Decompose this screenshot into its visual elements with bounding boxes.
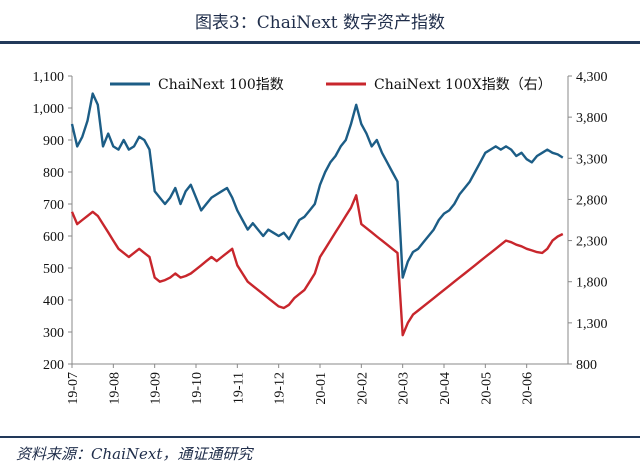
x-tick-label: 20-02 [355,372,370,405]
axes [71,76,569,365]
right-tick-label: 1,300 [576,317,608,332]
x-tick-label: 20-06 [521,372,536,405]
left-tick-label: 400 [43,294,64,309]
left-tick-label: 1,000 [33,102,65,117]
series-line-100x [70,194,564,337]
x-tick-label: 19-12 [273,372,288,405]
x-tick-label: 19-09 [149,372,164,405]
left-axis-ticks: 200 300 400 500 600 700 800 900 1,000 1,100 [33,70,72,373]
right-axis-ticks: 800 1,300 1,800 2,300 2,800 3,300 3,800 4,300 [568,70,608,373]
right-tick-label: 800 [576,358,597,373]
legend-item-100x-label: ChaiNext 100X指数（右） [374,77,552,93]
source-note: 资料来源：ChaiNext，通证通研究 [16,445,253,463]
legend: ChaiNext 100指数 ChaiNext 100X指数（右） [110,77,552,93]
x-tick-label: 19-11 [231,372,246,404]
left-tick-label: 900 [43,134,64,149]
right-tick-label: 1,800 [576,276,608,291]
x-tick-label: 19-08 [107,372,122,405]
left-tick-label: 500 [43,262,64,277]
x-tick-label: 20-01 [314,372,329,405]
series-line-100 [70,92,564,279]
right-tick-label: 2,300 [576,235,608,250]
x-tick-label: 19-10 [190,372,205,405]
page-title: 图表3：ChaiNext 数字资产指数 [194,13,446,33]
left-tick-label: 1,100 [33,70,65,85]
left-tick-label: 800 [43,166,64,181]
right-tick-label: 4,300 [576,70,608,85]
right-tick-label: 3,800 [576,111,608,126]
x-tick-label: 20-05 [479,372,494,405]
title-rule [0,41,640,44]
left-tick-label: 700 [43,198,64,213]
left-tick-label: 300 [43,326,64,341]
series-layer [70,92,564,337]
x-tick-label: 19-07 [66,372,81,405]
legend-item-100-label: ChaiNext 100指数 [158,77,284,93]
left-tick-label: 200 [43,358,64,373]
x-tick-label: 20-04 [438,372,453,405]
left-tick-label: 600 [43,230,64,245]
x-axis-ticks: 19-07 19-08 19-09 19-10 19-11 19-12 20-01 20-02… [66,364,536,405]
x-tick-label: 20-03 [397,372,412,405]
right-tick-label: 2,800 [576,193,608,208]
footer-rule [0,436,640,438]
right-tick-label: 3,300 [576,152,608,167]
